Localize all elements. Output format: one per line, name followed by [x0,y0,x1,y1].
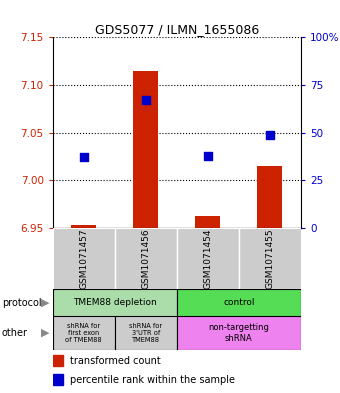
Bar [53,374,63,385]
Bar [133,71,158,228]
Text: GSM1071455: GSM1071455 [266,228,274,289]
Point [267,131,273,138]
Text: ▶: ▶ [41,328,49,338]
Bar [257,166,282,228]
Point [205,152,210,159]
Text: transformed count: transformed count [70,356,161,366]
Point [143,97,149,103]
Bar [239,228,301,289]
Bar [115,316,177,350]
Text: shRNA for
3'UTR of
TMEM88: shRNA for 3'UTR of TMEM88 [129,323,162,343]
Text: ▶: ▶ [41,298,49,308]
Text: shRNA for
first exon
of TMEM88: shRNA for first exon of TMEM88 [65,323,102,343]
Text: control: control [223,298,255,307]
Bar [177,289,301,316]
Bar [53,316,115,350]
Bar [71,225,96,228]
Bar [53,355,63,366]
Bar [195,215,220,228]
Text: TMEM88 depletion: TMEM88 depletion [73,298,157,307]
Text: percentile rank within the sample: percentile rank within the sample [70,375,235,385]
Text: protocol: protocol [2,298,41,308]
Point [81,154,86,161]
Bar [177,228,239,289]
Title: GDS5077 / ILMN_1655086: GDS5077 / ILMN_1655086 [95,23,259,36]
Text: GSM1071454: GSM1071454 [203,228,212,288]
Bar [115,228,177,289]
Text: GSM1071457: GSM1071457 [79,228,88,289]
Bar [177,316,301,350]
Text: non-targetting
shRNA: non-targetting shRNA [208,323,269,343]
Text: GSM1071456: GSM1071456 [141,228,150,289]
Bar [53,289,177,316]
Bar [53,228,115,289]
Text: other: other [2,328,28,338]
